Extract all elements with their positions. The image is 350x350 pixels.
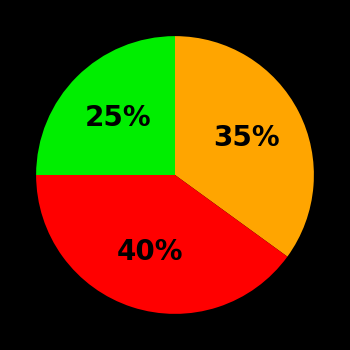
Wedge shape	[175, 36, 314, 257]
Wedge shape	[36, 36, 175, 175]
Text: 40%: 40%	[117, 238, 183, 266]
Text: 35%: 35%	[214, 125, 280, 153]
Wedge shape	[36, 175, 287, 314]
Text: 25%: 25%	[85, 104, 151, 132]
